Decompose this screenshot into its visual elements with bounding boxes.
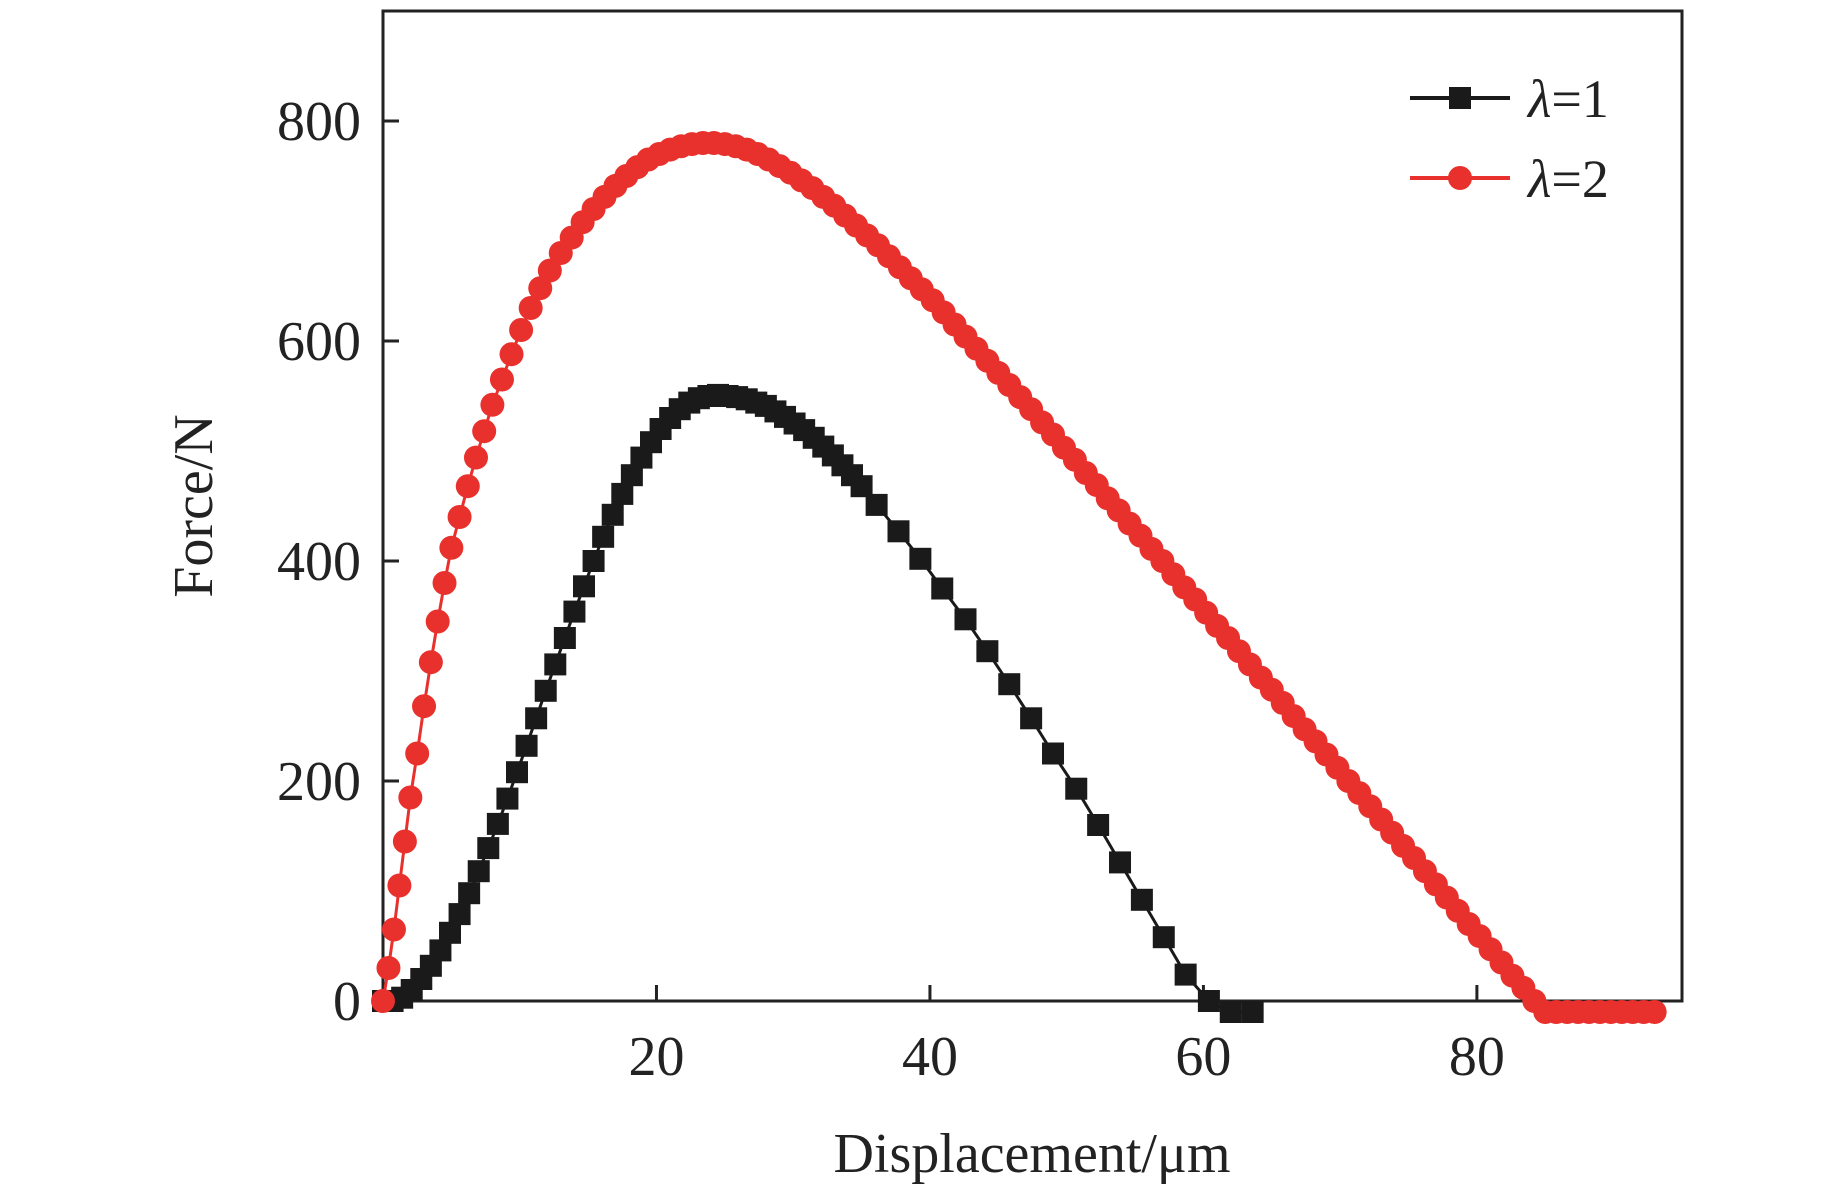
series-1 (372, 383, 1264, 1023)
data-point-square (1152, 926, 1175, 949)
data-point-square (601, 503, 624, 526)
legend-marker-square (1449, 87, 1471, 109)
data-point-square (525, 707, 548, 730)
data-point-circle (499, 342, 524, 367)
legend-label-variable: λ (1526, 69, 1551, 129)
data-point-circle (1642, 1000, 1667, 1024)
data-point-square (553, 627, 576, 649)
data-point-square (429, 939, 452, 962)
data-point-square (573, 575, 596, 598)
data-point-circle (376, 956, 401, 980)
data-point-square (506, 761, 529, 784)
data-point-square (477, 837, 500, 860)
series-line (383, 393, 1253, 1014)
y-tick-label: 800 (277, 91, 361, 153)
data-point-square (1241, 1001, 1264, 1023)
data-point-circle (463, 445, 488, 470)
y-tick-label: 200 (277, 751, 361, 813)
data-point-square (592, 525, 615, 548)
legend-label: λ=2 (1526, 149, 1609, 209)
y-axis-ticks: 0 200 400 600 800 (277, 91, 399, 1033)
data-point-square (1042, 742, 1065, 765)
data-point-square (998, 673, 1021, 696)
data-point-square (1197, 990, 1220, 1012)
data-point-circle (537, 258, 562, 283)
data-point-square (1087, 814, 1110, 836)
data-point-circle (387, 873, 412, 898)
data-point-square (850, 475, 873, 498)
x-tick-label: 60 (1175, 1026, 1231, 1088)
data-point-square (954, 608, 977, 631)
data-point-circle (398, 785, 423, 810)
data-point-square (1174, 963, 1197, 986)
series-2 (371, 131, 1667, 1024)
y-tick-label: 400 (277, 531, 361, 593)
data-point-square (909, 547, 932, 570)
data-point-square (1109, 851, 1132, 874)
data-point-square (865, 493, 888, 516)
data-point-circle (447, 505, 472, 529)
data-point-circle (405, 741, 430, 766)
data-point-square (458, 882, 481, 905)
legend-label-value: =1 (1551, 69, 1608, 129)
data-point-square (448, 903, 471, 926)
data-point-circle (439, 535, 464, 560)
data-point-square (1130, 888, 1153, 911)
data-point-square (563, 600, 586, 623)
data-point-circle (371, 989, 395, 1013)
data-point-circle (381, 917, 406, 942)
x-tick-label: 40 (902, 1026, 958, 1088)
x-axis-ticks: 20 40 60 80 (628, 985, 1505, 1088)
x-tick-label: 80 (1449, 1026, 1505, 1088)
x-axis-title: Displacement/μm (833, 1123, 1230, 1185)
data-point-circle (489, 367, 514, 392)
data-point-square (887, 520, 910, 543)
plot-frame (381, 9, 1684, 1003)
legend-marker-circle (1448, 166, 1472, 190)
legend-label-variable: λ (1526, 149, 1551, 209)
data-point-square (611, 482, 634, 505)
data-point-circle (472, 419, 497, 444)
x-tick-label: 20 (628, 1026, 684, 1088)
y-axis-title: Force/N (163, 414, 225, 598)
legend-label-value: =2 (1551, 149, 1608, 209)
data-point-circle (432, 571, 457, 595)
data-point-circle (509, 318, 534, 342)
y-tick-label: 600 (277, 311, 361, 373)
y-tick-label: 0 (333, 971, 361, 1033)
legend-label: λ=1 (1526, 69, 1609, 129)
data-point-square (976, 640, 999, 663)
data-point-circle (418, 650, 443, 675)
data-point-square (1219, 1001, 1242, 1023)
data-point-circle (392, 829, 417, 854)
data-point-circle (480, 392, 505, 417)
data-point-circle (425, 609, 450, 634)
series-layer (371, 131, 1667, 1024)
legend-item: λ=2 (1410, 149, 1609, 209)
legend: λ=1λ=2 (1410, 69, 1609, 209)
data-point-square (544, 653, 567, 676)
data-point-square (496, 787, 519, 810)
data-point-square (439, 921, 462, 944)
data-point-square (467, 860, 490, 883)
data-point-square (1065, 777, 1088, 800)
data-point-square (486, 812, 509, 835)
data-point-square (515, 734, 538, 757)
data-point-square (1020, 707, 1043, 730)
data-point-circle (455, 474, 480, 499)
data-point-square (534, 679, 557, 702)
data-point-circle (518, 296, 543, 320)
data-point-square (582, 550, 605, 572)
data-point-square (620, 464, 643, 487)
data-point-square (931, 577, 954, 600)
legend-item: λ=1 (1410, 69, 1609, 129)
data-point-circle (412, 694, 437, 719)
data-point-circle (528, 276, 553, 301)
